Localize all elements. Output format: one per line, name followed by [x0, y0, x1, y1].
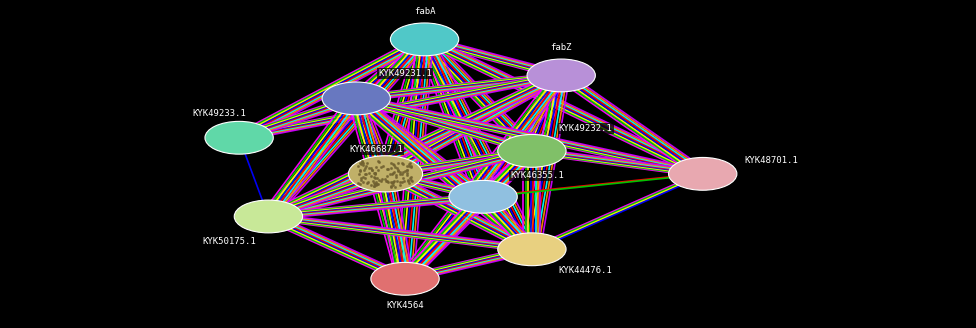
- Text: KYK46355.1: KYK46355.1: [509, 171, 564, 180]
- Ellipse shape: [205, 121, 273, 154]
- Text: fabA: fabA: [414, 7, 435, 16]
- Text: KYK4564: KYK4564: [386, 300, 424, 310]
- Ellipse shape: [390, 23, 459, 56]
- Ellipse shape: [234, 200, 303, 233]
- Text: KYK49231.1: KYK49231.1: [378, 69, 432, 78]
- Ellipse shape: [322, 82, 390, 115]
- Text: KYK44476.1: KYK44476.1: [558, 266, 613, 275]
- Ellipse shape: [669, 157, 737, 190]
- Text: KYK48701.1: KYK48701.1: [744, 156, 798, 165]
- Text: KYK50175.1: KYK50175.1: [202, 236, 257, 246]
- Ellipse shape: [498, 233, 566, 266]
- Text: KYK49232.1: KYK49232.1: [558, 124, 613, 133]
- Ellipse shape: [371, 262, 439, 295]
- Ellipse shape: [449, 180, 517, 213]
- Text: KYK49233.1: KYK49233.1: [192, 109, 247, 118]
- Ellipse shape: [498, 134, 566, 167]
- Ellipse shape: [348, 156, 423, 192]
- Ellipse shape: [527, 59, 595, 92]
- Text: KYK46687.1: KYK46687.1: [348, 145, 403, 154]
- Text: fabZ: fabZ: [550, 43, 572, 52]
